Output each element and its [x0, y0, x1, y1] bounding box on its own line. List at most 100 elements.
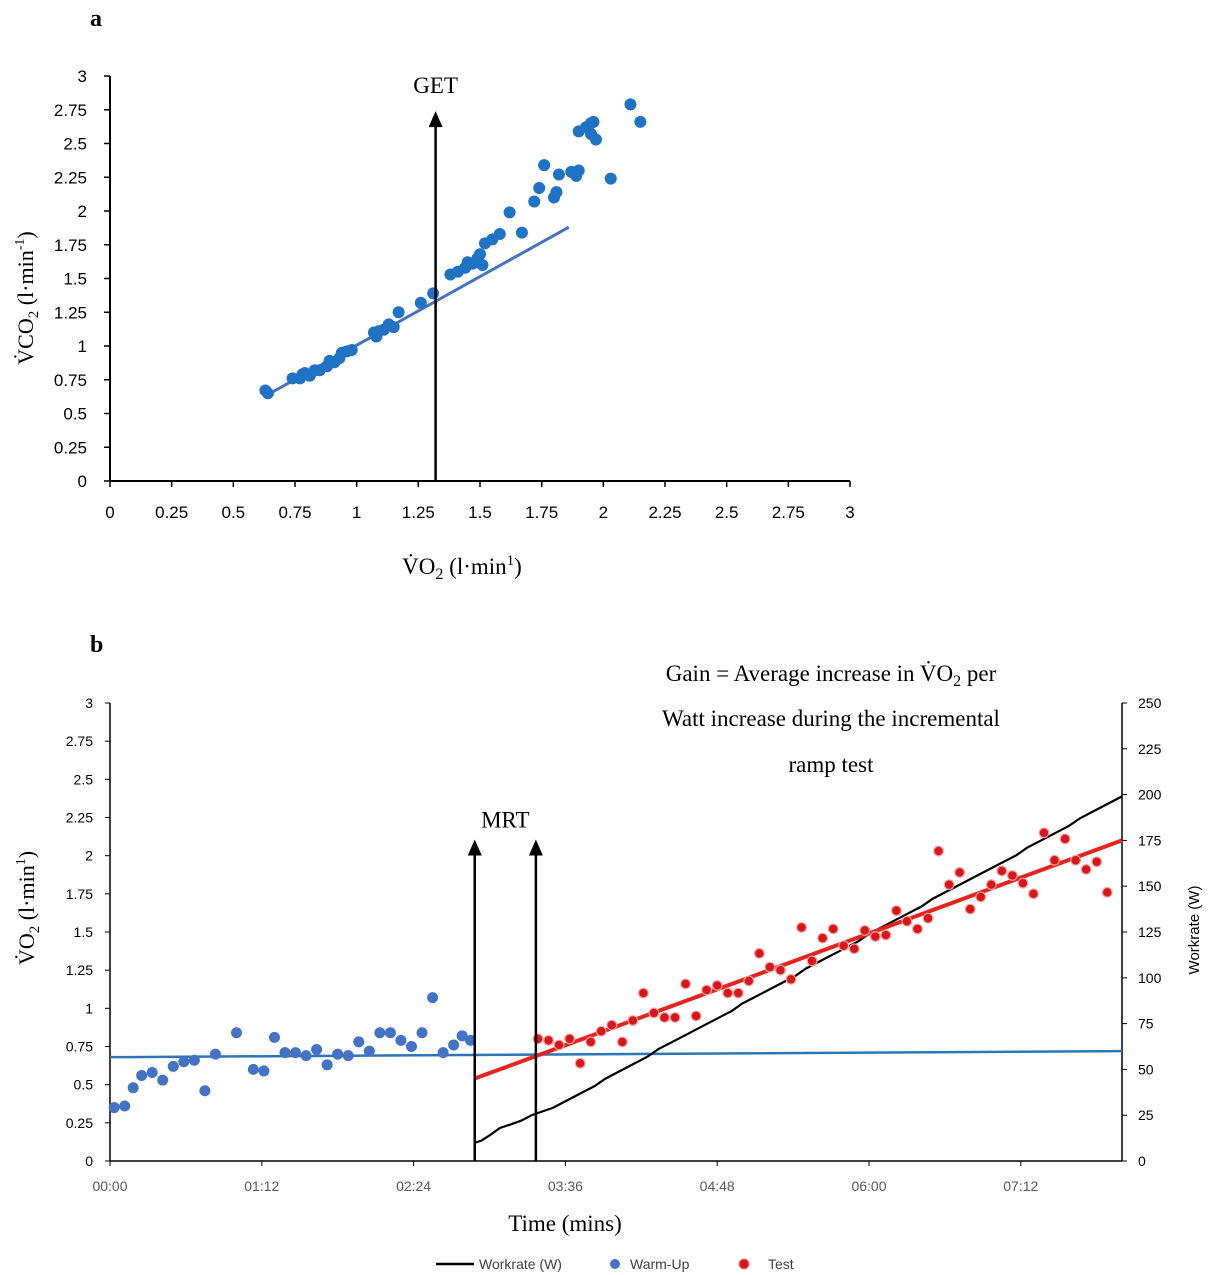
test-point	[564, 1033, 576, 1045]
test-point	[954, 867, 966, 878]
gain-text-line-1: Gain = Average increase in V̇O2 per	[666, 661, 997, 690]
test-point	[711, 980, 723, 991]
warmup-point	[456, 1030, 468, 1042]
panel-b-points	[108, 827, 1113, 1114]
panel-b-y2-tick-label: 100	[1138, 970, 1162, 986]
panel-a-y-tick-label: 2.5	[63, 135, 87, 154]
panel-b-legend: Workrate (W) Warm-Up Test	[436, 1256, 794, 1272]
test-point	[574, 1057, 586, 1069]
panel-b-lines	[109, 795, 1123, 1144]
test-point	[753, 947, 765, 959]
warmup-point	[405, 1041, 417, 1052]
panel-b-y-tick-label: 1.25	[66, 962, 93, 978]
test-point	[848, 943, 860, 955]
warmup-point	[437, 1047, 449, 1059]
test-point	[901, 915, 913, 927]
warmup-point	[448, 1039, 460, 1051]
panel-a-point	[493, 227, 506, 240]
mrt-annotation: MRT	[481, 807, 529, 832]
panel-b-y-tick-label: 1.75	[66, 886, 93, 902]
panel-b-y-tick-label: 2.25	[66, 810, 93, 826]
test-point	[1049, 854, 1060, 866]
panel-a-point	[533, 182, 546, 195]
panel-a-x-tick-label: 2	[599, 503, 608, 522]
panel-a-label: a	[90, 6, 102, 32]
panel-a-y-label: V̇CO2 (l·min-1)	[13, 231, 42, 364]
panel-a-point	[528, 195, 541, 208]
gain-text-line-3: ramp test	[789, 752, 875, 777]
panel-b-label: b	[90, 632, 103, 658]
panel-a-point	[387, 321, 400, 334]
test-point	[869, 931, 881, 942]
panel-a-y-tick-label: 1	[78, 337, 87, 356]
panel-a-y-tick-label: 1.75	[54, 236, 87, 255]
panel-b-y2-tick-label: 150	[1138, 878, 1162, 894]
panel-a-y-tick-label: 2.75	[54, 101, 87, 120]
mrt-arrows	[467, 839, 543, 1161]
test-point	[701, 984, 713, 996]
panel-a-axes: 0 0.25 0.5 0.75 1 1.25 1.5 1.75 2 2.25 2.5 2.75 3 0 0.…	[54, 67, 855, 522]
test-point	[964, 903, 976, 915]
panel-a-point	[414, 296, 427, 309]
test-point	[1017, 877, 1029, 889]
panel-a-x-tick-label: 1.5	[468, 503, 492, 522]
warmup-point	[231, 1027, 242, 1039]
legend-workrate-label: Workrate (W)	[479, 1256, 562, 1272]
get-arrow-head	[428, 111, 443, 128]
panel-b-x-label: Time (mins)	[508, 1211, 622, 1236]
panel-a-x-tick-label: 2.75	[772, 503, 805, 522]
test-point	[985, 879, 997, 891]
test-point	[943, 879, 955, 891]
test-point	[764, 961, 776, 973]
get-annotation: GET	[413, 73, 458, 98]
warmup-baseline-line	[109, 1049, 1123, 1059]
test-point	[595, 1025, 607, 1037]
panel-a-point	[634, 115, 647, 128]
test-point	[1059, 833, 1071, 845]
test-point	[806, 955, 818, 967]
warmup-point	[146, 1066, 158, 1078]
warmup-point	[353, 1036, 365, 1048]
warmup-point	[279, 1047, 291, 1059]
warmup-point	[332, 1048, 344, 1060]
legend-test-swatch	[738, 1258, 750, 1270]
test-point	[880, 929, 892, 941]
test-point	[975, 891, 987, 903]
panel-b-x-tick-label: 03:36	[548, 1178, 583, 1194]
panel-a-point	[476, 259, 489, 271]
warmup-point	[247, 1063, 259, 1075]
panel-a-y-tick-label: 0.5	[63, 405, 87, 424]
panel-b-ramp-test: b 00.250.50.7511.251.51.7522.252.52.7530…	[14, 632, 1203, 1272]
test-point	[859, 925, 871, 936]
panel-b-y2-tick-label: 225	[1138, 741, 1162, 757]
panel-a-y-tick-label: 1.5	[63, 270, 87, 289]
test-point	[1080, 864, 1092, 875]
legend-test-label: Test	[768, 1256, 794, 1272]
test-point	[543, 1034, 554, 1046]
panel-b-x-tick-label: 06:00	[851, 1178, 886, 1194]
panel-a-x-tick-label: 1	[352, 503, 361, 522]
test-point	[532, 1033, 544, 1045]
panel-a-point	[589, 133, 602, 146]
panel-a-x-tick-label: 2.5	[715, 503, 739, 522]
warmup-point	[363, 1045, 375, 1057]
panel-b-y-label: V̇O2 (l·min1)	[14, 851, 43, 965]
test-point	[838, 940, 850, 952]
panel-a-x-tick-label: 3	[845, 503, 854, 522]
panel-b-y-tick-label: 2.75	[66, 733, 93, 749]
panel-a-y-tick-label: 2.25	[54, 168, 87, 187]
panel-b-y-tick-label: 0.75	[66, 1039, 93, 1055]
panel-b-y2-tick-label: 75	[1138, 1016, 1154, 1032]
panel-b-y2-tick-label: 0	[1138, 1153, 1146, 1169]
panel-a-point	[474, 248, 486, 261]
panel-a-y-tick-label: 0.75	[54, 371, 87, 390]
panel-a-points	[259, 98, 647, 400]
panel-a-y-tick-label: 1.25	[54, 303, 87, 322]
panel-a-point	[538, 159, 551, 172]
panel-a-x-tick-label: 0.25	[155, 503, 188, 522]
test-point	[1006, 870, 1018, 881]
warmup-point	[108, 1102, 120, 1114]
test-point	[1038, 827, 1050, 839]
test-point	[1091, 856, 1103, 868]
warmup-point	[342, 1050, 354, 1062]
